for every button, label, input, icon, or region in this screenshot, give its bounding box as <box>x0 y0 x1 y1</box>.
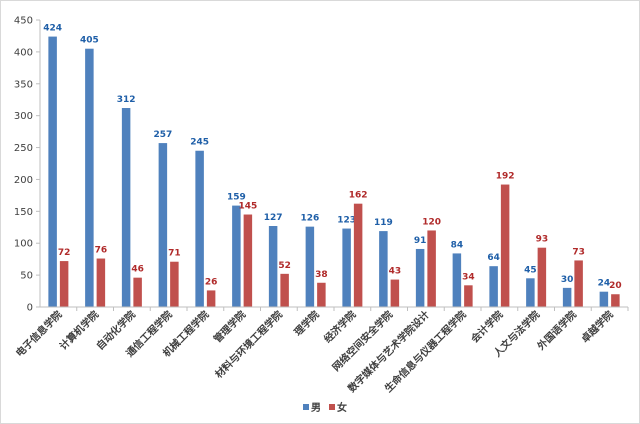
data-label-female: 120 <box>422 217 441 227</box>
data-label-male: 405 <box>80 36 99 46</box>
data-label-male: 84 <box>451 240 464 250</box>
bar-male <box>562 287 572 307</box>
bar-male <box>452 253 462 307</box>
legend-swatch-female <box>329 404 335 410</box>
y-axis: 0 50 100 150 200 250 300 350 400 450 <box>14 16 41 314</box>
legend-swatch-male <box>303 404 309 410</box>
y-tick-label: 150 <box>14 207 33 218</box>
bar-male <box>489 266 498 307</box>
x-tick-label: 电子信息学院 <box>13 308 65 360</box>
y-tick-label: 300 <box>14 111 33 122</box>
y-tick-label: 250 <box>14 143 33 154</box>
x-tick-label: 材料与环境工程学院 <box>212 308 285 381</box>
data-label-male: 159 <box>227 193 246 203</box>
data-label-male: 257 <box>153 130 172 140</box>
data-label-female: 52 <box>278 261 291 271</box>
bar-male <box>121 108 131 307</box>
data-label-male: 424 <box>43 24 62 34</box>
data-label-male: 126 <box>300 214 319 224</box>
bar-female <box>133 277 142 307</box>
bar-male <box>599 291 609 307</box>
y-tick-label: 50 <box>20 271 33 282</box>
bar-female <box>574 260 583 307</box>
bar-female <box>280 273 289 307</box>
data-label-female: 34 <box>462 272 475 282</box>
bar-male <box>195 150 204 307</box>
data-label-female: 192 <box>496 172 515 182</box>
bar-male <box>158 143 168 307</box>
legend-label-male: 男 <box>311 402 321 414</box>
x-tick-label: 管理学院 <box>211 308 248 345</box>
data-label-male: 91 <box>414 236 427 246</box>
bar-female <box>427 230 436 307</box>
y-tick-label: 100 <box>14 239 33 250</box>
y-tick-label: 0 <box>27 303 33 314</box>
bar-female <box>611 294 620 307</box>
bar-female <box>500 184 510 307</box>
bar-male <box>305 226 315 307</box>
data-label-male: 30 <box>561 275 574 285</box>
bar-female <box>464 285 473 307</box>
legend: 男女 <box>303 401 347 414</box>
bar-female <box>96 258 106 307</box>
y-tick-label: 200 <box>14 175 33 186</box>
data-label-female: 72 <box>58 248 71 258</box>
x-tick-label: 网络空间安全学院 <box>329 308 395 374</box>
bar-male <box>268 226 278 307</box>
legend-label-female: 女 <box>337 401 347 414</box>
bar-female <box>206 290 216 307</box>
bar-female <box>390 279 400 307</box>
bar-female <box>353 203 363 307</box>
bar-female <box>243 214 253 307</box>
y-tick-label: 450 <box>14 16 33 27</box>
x-tick-label: 理学院 <box>291 308 321 338</box>
data-label-female: 73 <box>572 247 585 257</box>
data-label-female: 162 <box>349 191 368 201</box>
bar-female <box>537 247 547 307</box>
data-label-female: 71 <box>168 249 181 259</box>
data-label-male: 123 <box>337 216 356 226</box>
x-tick-label: 经济学院 <box>321 308 358 345</box>
data-label-female: 145 <box>238 202 257 212</box>
bar-female <box>317 282 326 307</box>
data-label-male: 119 <box>374 218 393 228</box>
bar-male <box>232 205 241 307</box>
bar-male <box>342 228 351 307</box>
data-label-male: 24 <box>598 279 611 289</box>
data-label-male: 127 <box>264 213 283 223</box>
bar-male <box>526 278 535 307</box>
bar-male <box>85 48 94 307</box>
x-tick-label: 卓越学院 <box>578 308 615 345</box>
data-label-female: 76 <box>95 246 108 256</box>
bar-female <box>170 261 179 307</box>
data-label-male: 45 <box>524 265 537 275</box>
x-tick-label: 会计学院 <box>468 308 505 345</box>
data-label-female: 43 <box>389 267 402 277</box>
bar-male <box>48 36 57 308</box>
data-label-female: 93 <box>536 235 549 245</box>
bar-male <box>379 231 388 307</box>
data-label-female: 26 <box>205 277 218 287</box>
data-label-male: 64 <box>487 253 500 263</box>
data-label-female: 46 <box>131 265 144 275</box>
data-label-female: 38 <box>315 270 328 280</box>
bar-male <box>415 248 425 307</box>
x-tick-label: 计算机学院 <box>57 308 102 353</box>
y-tick-label: 400 <box>14 47 33 58</box>
data-label-male: 312 <box>117 95 136 105</box>
y-tick-label: 350 <box>14 79 33 90</box>
x-tick-label: 外国语学院 <box>534 308 579 353</box>
data-label-female: 20 <box>609 281 622 291</box>
bar-female <box>59 261 69 307</box>
data-label-male: 245 <box>190 138 209 148</box>
